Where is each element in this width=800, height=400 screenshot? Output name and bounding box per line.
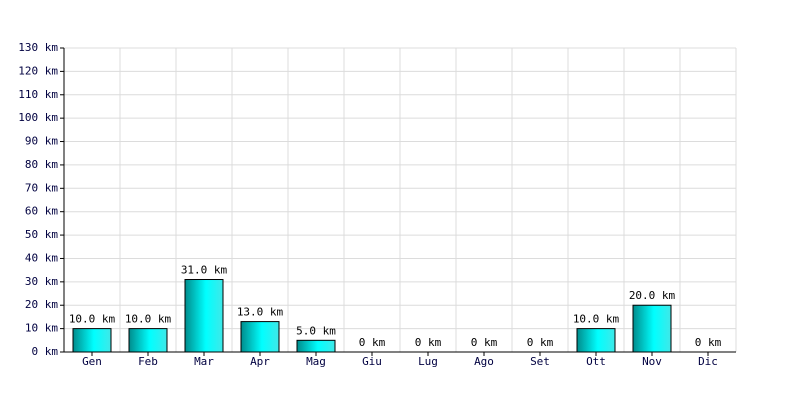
value-label: 20.0 km <box>629 289 676 302</box>
x-tick-label: Mag <box>306 355 326 368</box>
x-tick-label: Set <box>530 355 550 368</box>
x-tick-label: Apr <box>250 355 270 368</box>
x-tick-label: Nov <box>642 355 662 368</box>
y-tick-label: 60 km <box>25 205 58 218</box>
value-label: 31.0 km <box>181 264 228 277</box>
y-tick-label: 100 km <box>18 111 58 124</box>
x-tick-label: Mar <box>194 355 214 368</box>
x-tick-label: Dic <box>698 355 718 368</box>
x-tick-label: Gen <box>82 355 102 368</box>
value-label: 5.0 km <box>296 324 336 337</box>
value-label: 10.0 km <box>573 313 620 326</box>
bar <box>632 304 672 353</box>
x-tick-label: Ago <box>474 355 494 368</box>
y-tick-label: 110 km <box>18 88 58 101</box>
y-tick-label: 20 km <box>25 298 58 311</box>
y-tick-label: 120 km <box>18 64 58 77</box>
x-tick-label: Giu <box>362 355 382 368</box>
value-label: 0 km <box>695 336 722 349</box>
value-label: 0 km <box>471 336 498 349</box>
value-label: 0 km <box>527 336 554 349</box>
value-label: 10.0 km <box>125 313 172 326</box>
y-tick-label: 10 km <box>25 322 58 335</box>
value-label: 13.0 km <box>237 306 284 319</box>
bar <box>296 339 336 353</box>
value-label: 0 km <box>359 336 386 349</box>
y-tick-label: 40 km <box>25 251 58 264</box>
bar <box>184 279 224 353</box>
y-tick-label: 70 km <box>25 181 58 194</box>
x-tick-label: Feb <box>138 355 158 368</box>
y-tick-label: 0 km <box>32 345 59 358</box>
x-tick-label: Ott <box>586 355 606 368</box>
y-tick-label: 50 km <box>25 228 58 241</box>
bar <box>128 328 168 353</box>
value-label: 0 km <box>415 336 442 349</box>
bar <box>576 328 616 353</box>
bar <box>72 328 112 353</box>
x-tick-label: Lug <box>418 355 438 368</box>
y-tick-label: 80 km <box>25 158 58 171</box>
bar <box>240 321 280 353</box>
y-tick-label: 30 km <box>25 275 58 288</box>
value-label: 10.0 km <box>69 313 116 326</box>
y-tick-label: 130 km <box>18 41 58 54</box>
y-tick-label: 90 km <box>25 135 58 148</box>
